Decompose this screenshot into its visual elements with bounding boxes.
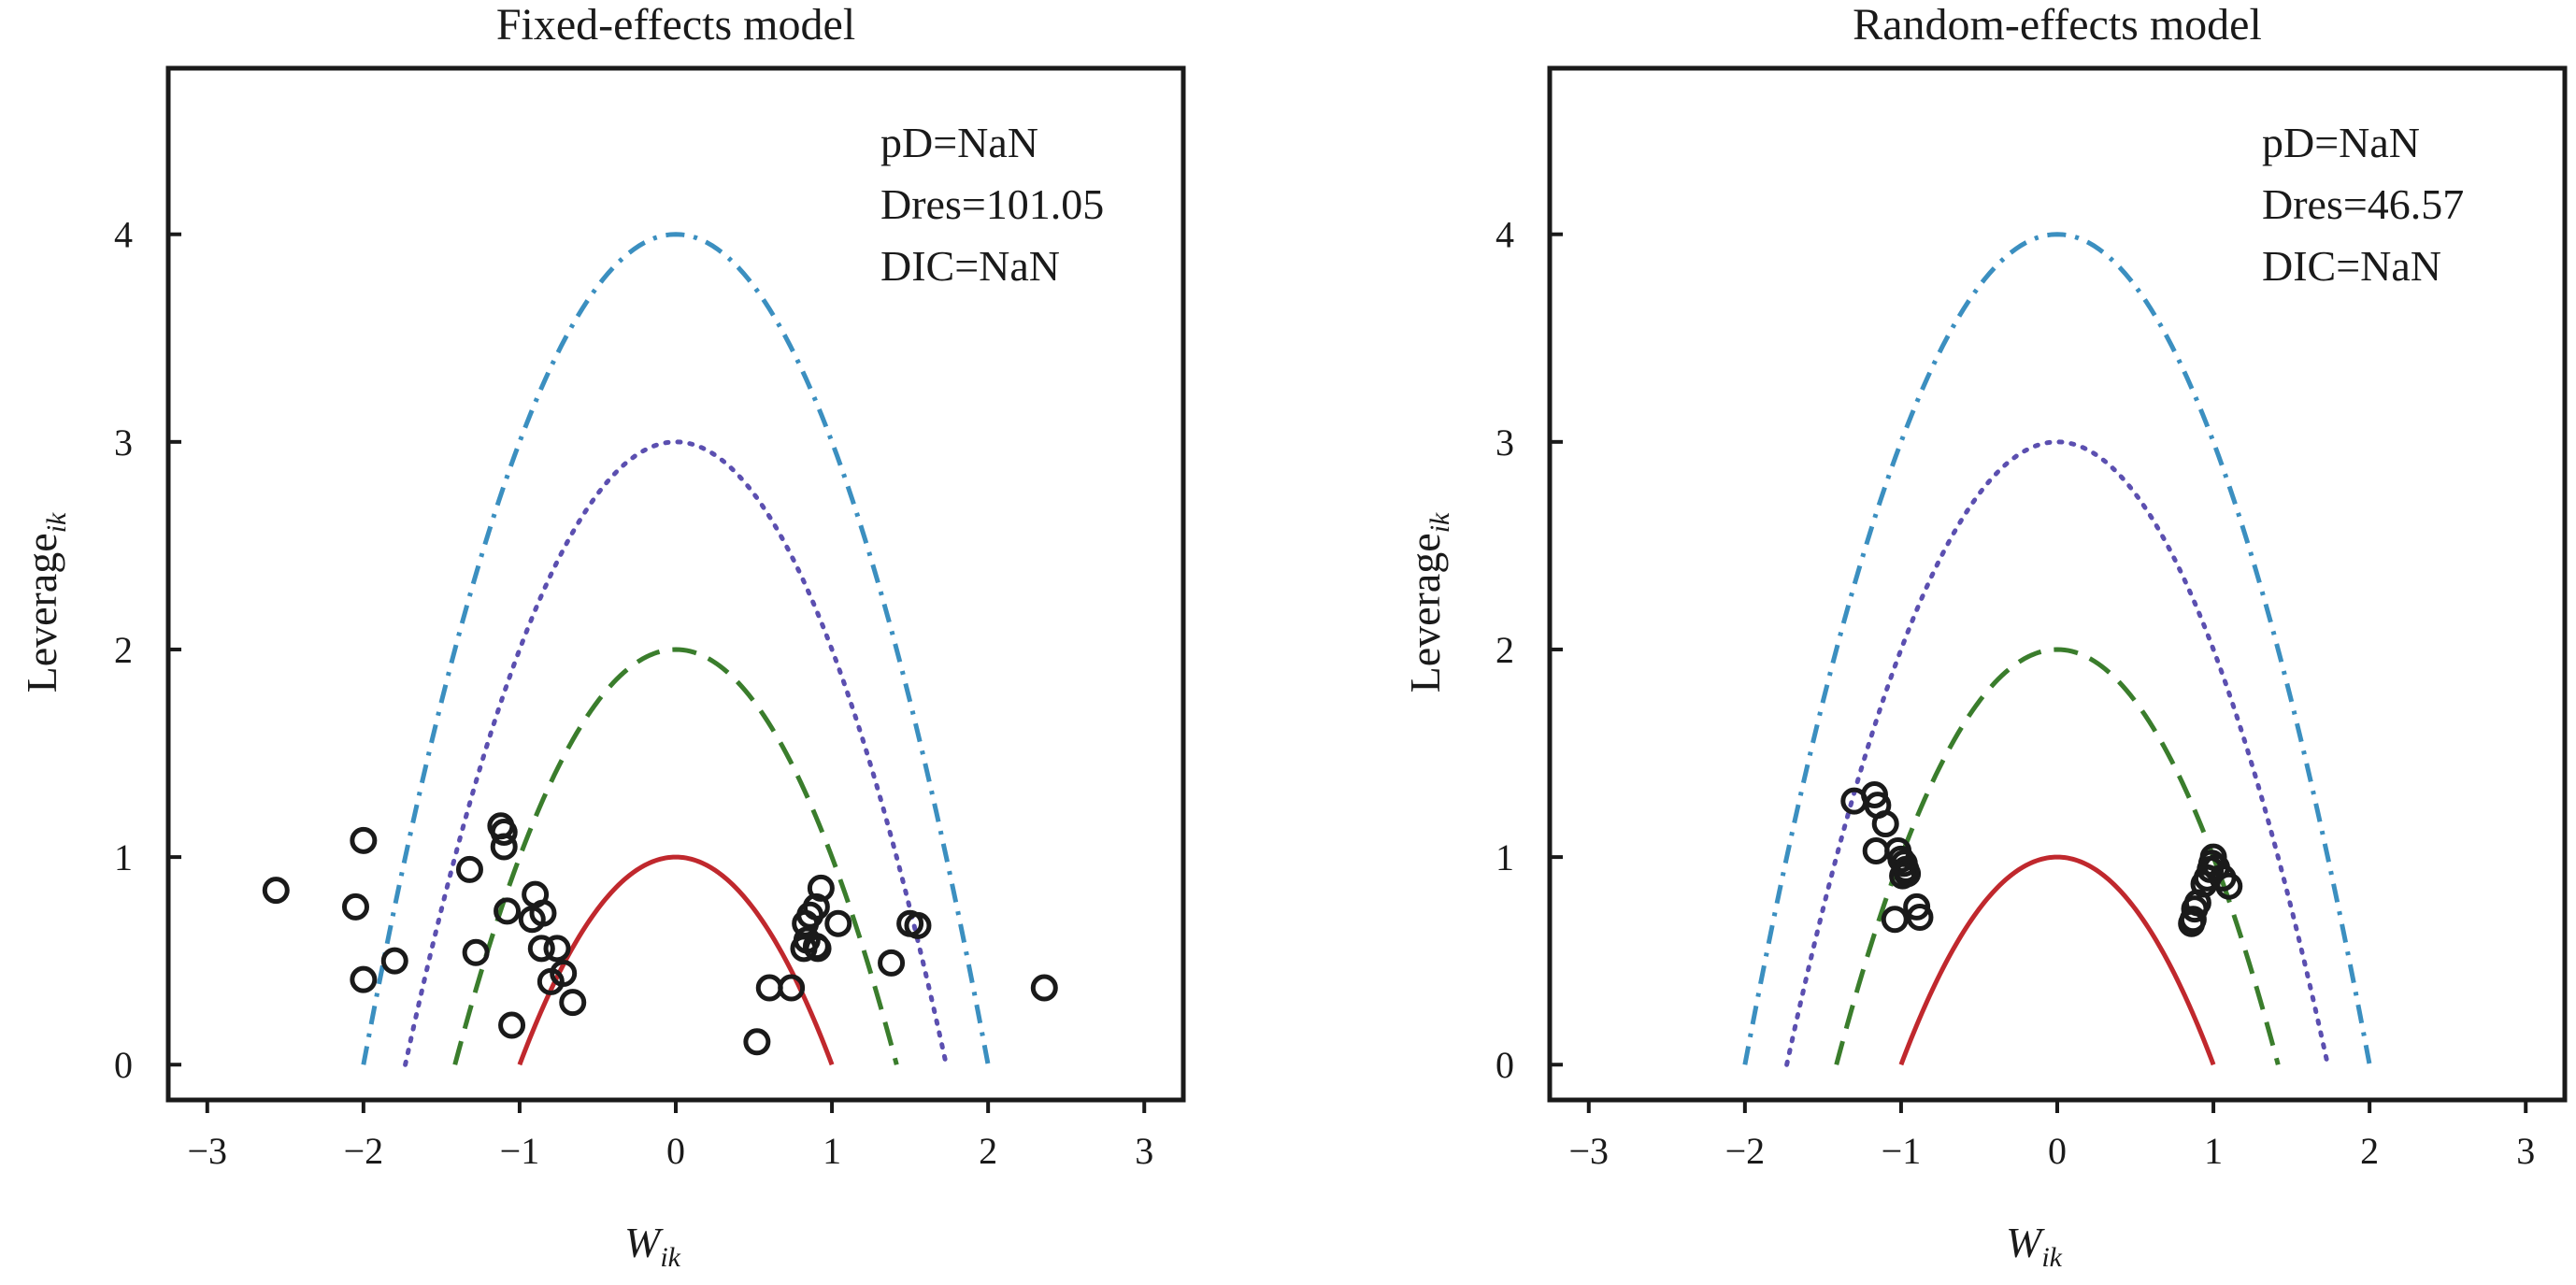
y-tick-label: 0: [114, 1044, 133, 1086]
data-point: [743, 1028, 771, 1056]
x-tick-label: −1: [1882, 1130, 1922, 1172]
annotation-text: Dres=46.57: [2262, 180, 2464, 228]
annotation-text: pD=NaN: [2262, 119, 2420, 166]
data-point: [804, 935, 832, 963]
y-tick-label: 1: [1496, 836, 1514, 878]
x-tick-label: −3: [187, 1130, 227, 1172]
curve-c1-solid: [517, 854, 835, 1066]
y-axis-label-sub: ik: [41, 512, 72, 533]
chart-title: Fixed-effects model: [496, 0, 855, 50]
x-tick-label: 3: [2516, 1130, 2535, 1172]
curve-c3-dotted: [1784, 439, 2330, 1067]
data-point: [2215, 872, 2243, 900]
y-axis-label-sub: ik: [1424, 512, 1455, 533]
y-tick-label: 2: [1496, 629, 1514, 671]
annotation-text: Dres=101.05: [880, 180, 1104, 228]
x-tick-label: 2: [979, 1130, 997, 1172]
data-point: [1871, 810, 1899, 838]
y-tick-label: 3: [114, 421, 133, 464]
x-axis-label-main: W: [2006, 1219, 2045, 1266]
data-point: [824, 909, 852, 937]
x-axis-label-sub: ik: [2041, 1242, 2062, 1273]
data-point: [2181, 895, 2209, 923]
x-tick-label: −2: [344, 1130, 384, 1172]
annotation-text: DIC=NaN: [2262, 242, 2441, 290]
y-tick-label: 1: [114, 836, 133, 878]
data-point: [792, 909, 820, 937]
data-point: [498, 1011, 526, 1039]
chart-title: Random-effects model: [1853, 0, 2262, 50]
data-point: [755, 974, 783, 1002]
x-axis-label: Wik: [2006, 1219, 2063, 1273]
data-point: [790, 935, 818, 963]
annotation-text: DIC=NaN: [880, 242, 1060, 290]
x-tick-label: −3: [1568, 1130, 1609, 1172]
data-point: [1906, 904, 1934, 932]
x-tick-label: 1: [823, 1130, 841, 1172]
y-tick-label: 0: [1496, 1044, 1514, 1086]
x-axis-label: Wik: [624, 1219, 681, 1273]
y-axis-label: Leverageik: [1401, 512, 1455, 692]
y-axis-label-main: Leverage: [18, 533, 65, 692]
x-axis-label-main: W: [624, 1219, 664, 1266]
annotation-text: pD=NaN: [880, 119, 1038, 166]
y-tick-label: 4: [114, 214, 133, 256]
panel-random-effects: Random-effects model−3 −2 −1 0 1 2 301234WikLe…: [1401, 0, 2568, 1273]
x-tick-label: −1: [500, 1130, 540, 1172]
data-point: [559, 989, 587, 1017]
data-point: [341, 892, 369, 921]
x-tick-label: 3: [1135, 1130, 1153, 1172]
x-axis-label-sub: ik: [660, 1242, 680, 1273]
data-point: [778, 974, 806, 1002]
x-tick-label: 2: [2360, 1130, 2379, 1172]
panel-fixed-effects: Fixed-effects model−3 −2 −1 0 1 2 301234WikLev…: [18, 0, 1186, 1273]
data-point: [262, 877, 290, 905]
data-point: [455, 855, 483, 883]
data-point: [529, 899, 557, 927]
data-point: [543, 935, 571, 963]
data-point: [904, 911, 932, 939]
curve-c4-dashdot: [1742, 232, 2372, 1065]
x-tick-label: 1: [2204, 1130, 2223, 1172]
data-point: [462, 938, 490, 966]
data-point: [380, 947, 408, 975]
data-point: [490, 833, 518, 861]
curve-c4-dashdot: [361, 232, 991, 1065]
y-axis-label: Leverageik: [18, 512, 72, 692]
data-point: [490, 818, 518, 846]
data-point: [494, 897, 522, 925]
x-tick-label: −2: [1725, 1130, 1766, 1172]
y-tick-label: 3: [1496, 421, 1514, 464]
data-point: [1862, 836, 1890, 864]
data-point: [807, 874, 835, 902]
y-tick-label: 2: [114, 629, 133, 671]
curve-c1-solid: [1898, 854, 2216, 1066]
data-point: [527, 935, 555, 963]
curve-c2-dashed: [1834, 647, 2281, 1065]
data-point: [1881, 906, 1909, 934]
data-point: [550, 960, 578, 987]
data-point: [1030, 974, 1058, 1002]
data-point: [2178, 909, 2206, 937]
curve-c3-dotted: [403, 439, 949, 1067]
curve-c2-dashed: [452, 647, 899, 1065]
data-point: [1889, 862, 1917, 890]
data-point: [350, 965, 378, 993]
data-point: [350, 826, 378, 854]
x-tick-label: 0: [666, 1130, 685, 1172]
y-tick-label: 4: [1496, 214, 1514, 256]
y-axis-label-main: Leverage: [1401, 533, 1449, 692]
x-tick-label: 0: [2048, 1130, 2067, 1172]
data-point: [878, 949, 906, 977]
